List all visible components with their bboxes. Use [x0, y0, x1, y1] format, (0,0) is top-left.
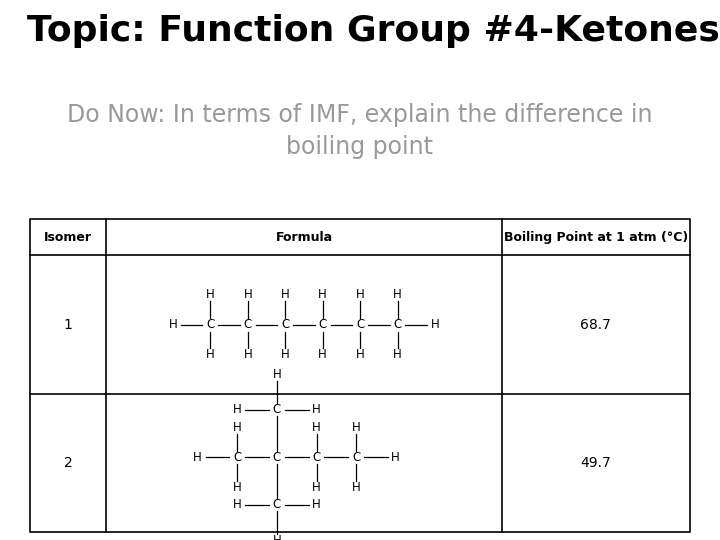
Text: 1: 1 [64, 318, 73, 332]
Text: H: H [233, 498, 242, 511]
Text: C: C [393, 318, 402, 331]
Text: C: C [312, 451, 320, 464]
Text: H: H [206, 288, 215, 301]
Text: H: H [312, 498, 321, 511]
Text: H: H [233, 421, 242, 434]
Text: Isomer: Isomer [44, 231, 92, 244]
Text: C: C [281, 318, 289, 331]
Text: C: C [243, 318, 252, 331]
Text: H: H [393, 288, 402, 301]
Text: 2: 2 [64, 456, 73, 470]
Text: H: H [273, 368, 282, 381]
Text: H: H [273, 534, 282, 540]
Text: 68.7: 68.7 [580, 318, 611, 332]
Text: C: C [318, 318, 327, 331]
Text: H: H [393, 348, 402, 361]
Text: H: H [194, 451, 202, 464]
Text: H: H [233, 481, 242, 494]
Text: C: C [273, 498, 281, 511]
Text: Boiling Point at 1 atm (°C): Boiling Point at 1 atm (°C) [504, 231, 688, 244]
Text: Do Now: In terms of IMF, explain the difference in: Do Now: In terms of IMF, explain the dif… [67, 103, 653, 126]
Text: Formula: Formula [275, 231, 333, 244]
Text: H: H [243, 348, 252, 361]
Text: C: C [206, 318, 215, 331]
Text: H: H [318, 348, 327, 361]
Text: H: H [356, 348, 364, 361]
Text: H: H [233, 403, 242, 416]
Text: Topic: Function Group #4-Ketones: Topic: Function Group #4-Ketones [27, 14, 720, 48]
Bar [30, 219, 690, 532]
Text: H: H [356, 288, 364, 301]
Text: C: C [273, 403, 281, 416]
Text: H: H [352, 481, 361, 494]
Text: H: H [312, 421, 321, 434]
Text: H: H [431, 318, 439, 331]
Text: H: H [206, 348, 215, 361]
Text: H: H [281, 348, 289, 361]
Text: 49.7: 49.7 [580, 456, 611, 470]
Text: H: H [318, 288, 327, 301]
Text: H: H [312, 403, 321, 416]
Text: H: H [392, 451, 400, 464]
Text: H: H [312, 481, 321, 494]
Text: boiling point: boiling point [287, 135, 433, 159]
Text: C: C [273, 451, 281, 464]
Text: H: H [168, 318, 177, 331]
Text: C: C [356, 318, 364, 331]
Text: H: H [352, 421, 361, 434]
Text: H: H [281, 288, 289, 301]
Text: C: C [233, 451, 241, 464]
Text: H: H [243, 288, 252, 301]
Text: C: C [352, 451, 360, 464]
